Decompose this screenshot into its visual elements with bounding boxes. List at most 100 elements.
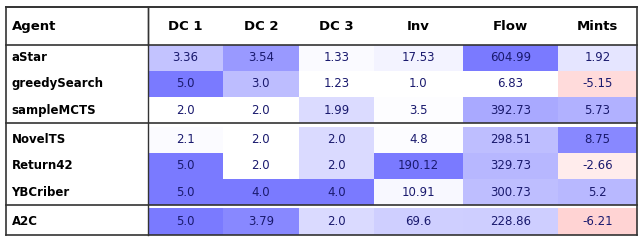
Text: 2.0: 2.0	[252, 133, 270, 146]
Text: 2.0: 2.0	[327, 159, 346, 172]
Bar	[558, 153, 637, 179]
Text: 6.83: 6.83	[497, 78, 524, 90]
Bar	[299, 7, 374, 45]
Bar	[558, 179, 637, 205]
Text: greedySearch: greedySearch	[12, 78, 104, 90]
Bar	[148, 7, 223, 45]
Text: Inv: Inv	[407, 20, 430, 33]
Bar	[148, 97, 223, 123]
Bar	[374, 45, 463, 71]
Text: 4.8: 4.8	[409, 133, 428, 146]
Text: 4.0: 4.0	[252, 185, 270, 199]
Bar	[463, 71, 558, 97]
Text: Return42: Return42	[12, 159, 73, 172]
Text: Mints: Mints	[577, 20, 618, 33]
Bar	[299, 97, 374, 123]
Bar	[6, 7, 148, 45]
Bar	[299, 179, 374, 205]
Text: 2.0: 2.0	[252, 104, 270, 117]
Text: NovelTS: NovelTS	[12, 133, 66, 146]
Text: 3.79: 3.79	[248, 215, 274, 228]
Bar	[463, 97, 558, 123]
Bar	[558, 208, 637, 235]
Text: 604.99: 604.99	[490, 51, 531, 64]
Text: 1.33: 1.33	[323, 51, 349, 64]
Text: 5.0: 5.0	[176, 185, 195, 199]
Text: 3.54: 3.54	[248, 51, 274, 64]
Bar	[374, 71, 463, 97]
Text: 3.5: 3.5	[409, 104, 428, 117]
Bar	[299, 208, 374, 235]
Text: 1.0: 1.0	[409, 78, 428, 90]
Bar	[463, 179, 558, 205]
Bar	[223, 126, 299, 153]
Bar	[6, 45, 148, 71]
Bar	[558, 97, 637, 123]
Bar	[463, 208, 558, 235]
Bar	[374, 126, 463, 153]
Bar	[148, 179, 223, 205]
Text: 5.2: 5.2	[588, 185, 607, 199]
Bar	[463, 45, 558, 71]
Text: 5.0: 5.0	[176, 159, 195, 172]
Text: 2.1: 2.1	[176, 133, 195, 146]
Text: 2.0: 2.0	[327, 215, 346, 228]
Bar	[223, 45, 299, 71]
Bar	[558, 45, 637, 71]
Bar	[6, 179, 148, 205]
Text: 3.0: 3.0	[252, 78, 270, 90]
Text: 298.51: 298.51	[490, 133, 531, 146]
Text: DC 2: DC 2	[244, 20, 278, 33]
Text: 300.73: 300.73	[490, 185, 531, 199]
Text: 10.91: 10.91	[402, 185, 435, 199]
Bar	[223, 179, 299, 205]
Bar	[374, 208, 463, 235]
Bar	[6, 153, 148, 179]
Bar	[6, 126, 148, 153]
Text: -5.15: -5.15	[582, 78, 612, 90]
Text: 1.23: 1.23	[323, 78, 349, 90]
Bar	[223, 7, 299, 45]
Text: 329.73: 329.73	[490, 159, 531, 172]
Bar	[299, 71, 374, 97]
Text: -2.66: -2.66	[582, 159, 612, 172]
Text: 5.73: 5.73	[584, 104, 611, 117]
Text: Flow: Flow	[493, 20, 528, 33]
Text: Agent: Agent	[12, 20, 56, 33]
Bar	[374, 179, 463, 205]
Text: A2C: A2C	[12, 215, 38, 228]
Bar	[148, 71, 223, 97]
Text: 3.36: 3.36	[172, 51, 198, 64]
Bar	[148, 208, 223, 235]
Text: 4.0: 4.0	[327, 185, 346, 199]
Text: 1.92: 1.92	[584, 51, 611, 64]
Bar	[558, 7, 637, 45]
Text: 8.75: 8.75	[584, 133, 611, 146]
Bar	[223, 97, 299, 123]
Bar	[148, 45, 223, 71]
Bar	[463, 7, 558, 45]
Text: 190.12: 190.12	[398, 159, 439, 172]
Text: 69.6: 69.6	[405, 215, 431, 228]
Text: 17.53: 17.53	[402, 51, 435, 64]
Text: aStar: aStar	[12, 51, 47, 64]
Text: 5.0: 5.0	[176, 215, 195, 228]
Bar	[463, 126, 558, 153]
Text: 392.73: 392.73	[490, 104, 531, 117]
Bar	[6, 71, 148, 97]
Text: 2.0: 2.0	[252, 159, 270, 172]
Bar	[223, 71, 299, 97]
Bar	[148, 153, 223, 179]
Bar	[374, 153, 463, 179]
Text: DC 3: DC 3	[319, 20, 354, 33]
Bar	[299, 153, 374, 179]
Bar	[6, 97, 148, 123]
Text: 2.0: 2.0	[327, 133, 346, 146]
Bar	[558, 126, 637, 153]
Bar	[299, 126, 374, 153]
Bar	[223, 208, 299, 235]
Bar	[299, 45, 374, 71]
Text: YBCriber: YBCriber	[12, 185, 70, 199]
Bar	[463, 153, 558, 179]
Text: 5.0: 5.0	[176, 78, 195, 90]
